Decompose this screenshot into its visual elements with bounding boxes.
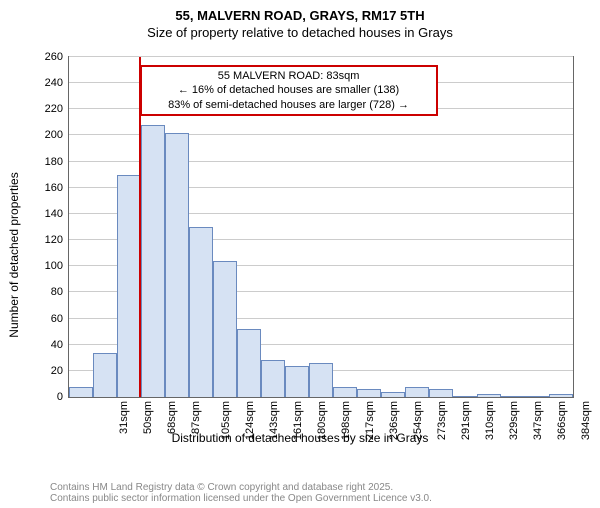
xtick-label: 68sqm bbox=[166, 401, 178, 434]
histogram-bar bbox=[405, 387, 429, 397]
ytick-label: 40 bbox=[51, 339, 63, 351]
ytick-label: 120 bbox=[45, 234, 63, 246]
chart-title-sub: Size of property relative to detached ho… bbox=[0, 25, 600, 40]
histogram-bar bbox=[189, 227, 213, 397]
histogram-bar bbox=[165, 133, 189, 397]
property-info-box: 55 MALVERN ROAD: 83sqm← 16% of detached … bbox=[140, 65, 438, 116]
infobox-line: 55 MALVERN ROAD: 83sqm bbox=[148, 69, 430, 83]
xtick-label: 31sqm bbox=[118, 401, 130, 434]
chart-container: Number of detached properties 0204060801… bbox=[20, 52, 580, 457]
histogram-bar bbox=[501, 396, 525, 397]
ytick-label: 200 bbox=[45, 129, 63, 141]
ytick-label: 20 bbox=[51, 365, 63, 377]
histogram-bar bbox=[525, 396, 549, 397]
infobox-line: 83% of semi-detached houses are larger (… bbox=[148, 98, 430, 112]
ytick-label: 260 bbox=[45, 51, 63, 63]
xtick-label: 87sqm bbox=[190, 401, 202, 434]
infobox-line: ← 16% of detached houses are smaller (13… bbox=[148, 83, 430, 97]
y-axis-label: Number of detached properties bbox=[7, 172, 21, 337]
ytick-label: 80 bbox=[51, 286, 63, 298]
footer-line-1: Contains HM Land Registry data © Crown c… bbox=[50, 482, 432, 493]
histogram-bar bbox=[453, 396, 477, 397]
ytick-label: 160 bbox=[45, 182, 63, 194]
histogram-bar bbox=[549, 394, 573, 397]
histogram-bar bbox=[261, 360, 285, 397]
histogram-bar bbox=[381, 392, 405, 397]
ytick-label: 100 bbox=[45, 260, 63, 272]
histogram-bar bbox=[333, 387, 357, 397]
histogram-bar bbox=[237, 329, 261, 397]
histogram-bar bbox=[117, 175, 141, 397]
ytick-label: 220 bbox=[45, 103, 63, 115]
x-axis-label: Distribution of detached houses by size … bbox=[20, 431, 580, 445]
xtick-label: 50sqm bbox=[142, 401, 154, 434]
histogram-bar bbox=[477, 394, 501, 397]
histogram-bar bbox=[309, 363, 333, 397]
histogram-bar bbox=[429, 389, 453, 397]
xtick-label: 384sqm bbox=[580, 401, 592, 440]
histogram-bar bbox=[285, 366, 309, 397]
histogram-bar bbox=[213, 261, 237, 397]
ytick-label: 60 bbox=[51, 313, 63, 325]
attribution-footer: Contains HM Land Registry data © Crown c… bbox=[50, 482, 432, 504]
ytick-label: 180 bbox=[45, 156, 63, 168]
chart-title-main: 55, MALVERN ROAD, GRAYS, RM17 5TH bbox=[0, 8, 600, 23]
footer-line-2: Contains public sector information licen… bbox=[50, 493, 432, 504]
ytick-label: 0 bbox=[57, 391, 63, 403]
gridline bbox=[69, 56, 573, 57]
histogram-bar bbox=[93, 353, 117, 397]
ytick-label: 140 bbox=[45, 208, 63, 220]
histogram-bar bbox=[141, 125, 165, 397]
histogram-bar bbox=[357, 389, 381, 397]
histogram-bar bbox=[69, 387, 93, 397]
plot-area: 02040608010012014016018020022024026031sq… bbox=[68, 56, 574, 398]
ytick-label: 240 bbox=[45, 77, 63, 89]
